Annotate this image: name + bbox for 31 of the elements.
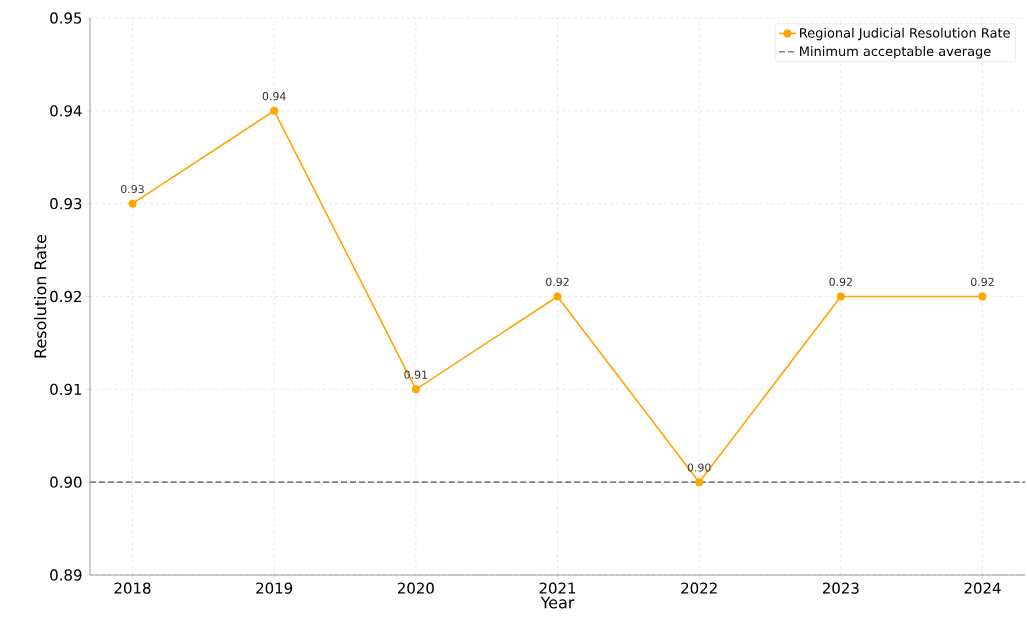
- data-label: 0.92: [829, 277, 852, 286]
- y-tick-label: 0.90: [50, 476, 82, 488]
- point: [411, 385, 420, 394]
- x-tick-label: 2023: [822, 582, 859, 594]
- x-tick-label: 2024: [964, 582, 1001, 594]
- data-label: 0.93: [121, 184, 144, 194]
- point: [553, 292, 562, 301]
- y-tick-label: 0.94: [50, 105, 82, 117]
- legend-label: Regional Judicial Resolution Rate: [800, 27, 1010, 41]
- point: [270, 106, 279, 115]
- x-tick-label: 2020: [397, 582, 434, 594]
- data-label: 0.90: [687, 463, 711, 472]
- x-tick-label: 2019: [256, 582, 293, 594]
- data-label: 0.92: [971, 277, 994, 286]
- data-label: 0.92: [546, 277, 569, 286]
- y-tick-label: 0.93: [50, 198, 82, 210]
- point: [836, 292, 845, 301]
- x-tick-label: 2021: [539, 582, 576, 594]
- point: [128, 199, 137, 208]
- x-axis-title: Year: [540, 596, 575, 609]
- point: [978, 292, 987, 301]
- data-label: 0.94: [262, 92, 286, 101]
- legend-label: Minimum acceptable average: [800, 46, 991, 59]
- x-tick-label: 2022: [681, 582, 717, 594]
- y-tick-label: 0.95: [50, 12, 82, 24]
- point: [695, 478, 704, 487]
- y-tick-label: 0.89: [50, 569, 82, 581]
- x-tick-label: 2018: [114, 582, 151, 594]
- y-tick-label: 0.91: [50, 383, 82, 395]
- y-axis-title: Resolution Rate: [34, 234, 47, 358]
- y-tick-label: 0.92: [50, 290, 81, 303]
